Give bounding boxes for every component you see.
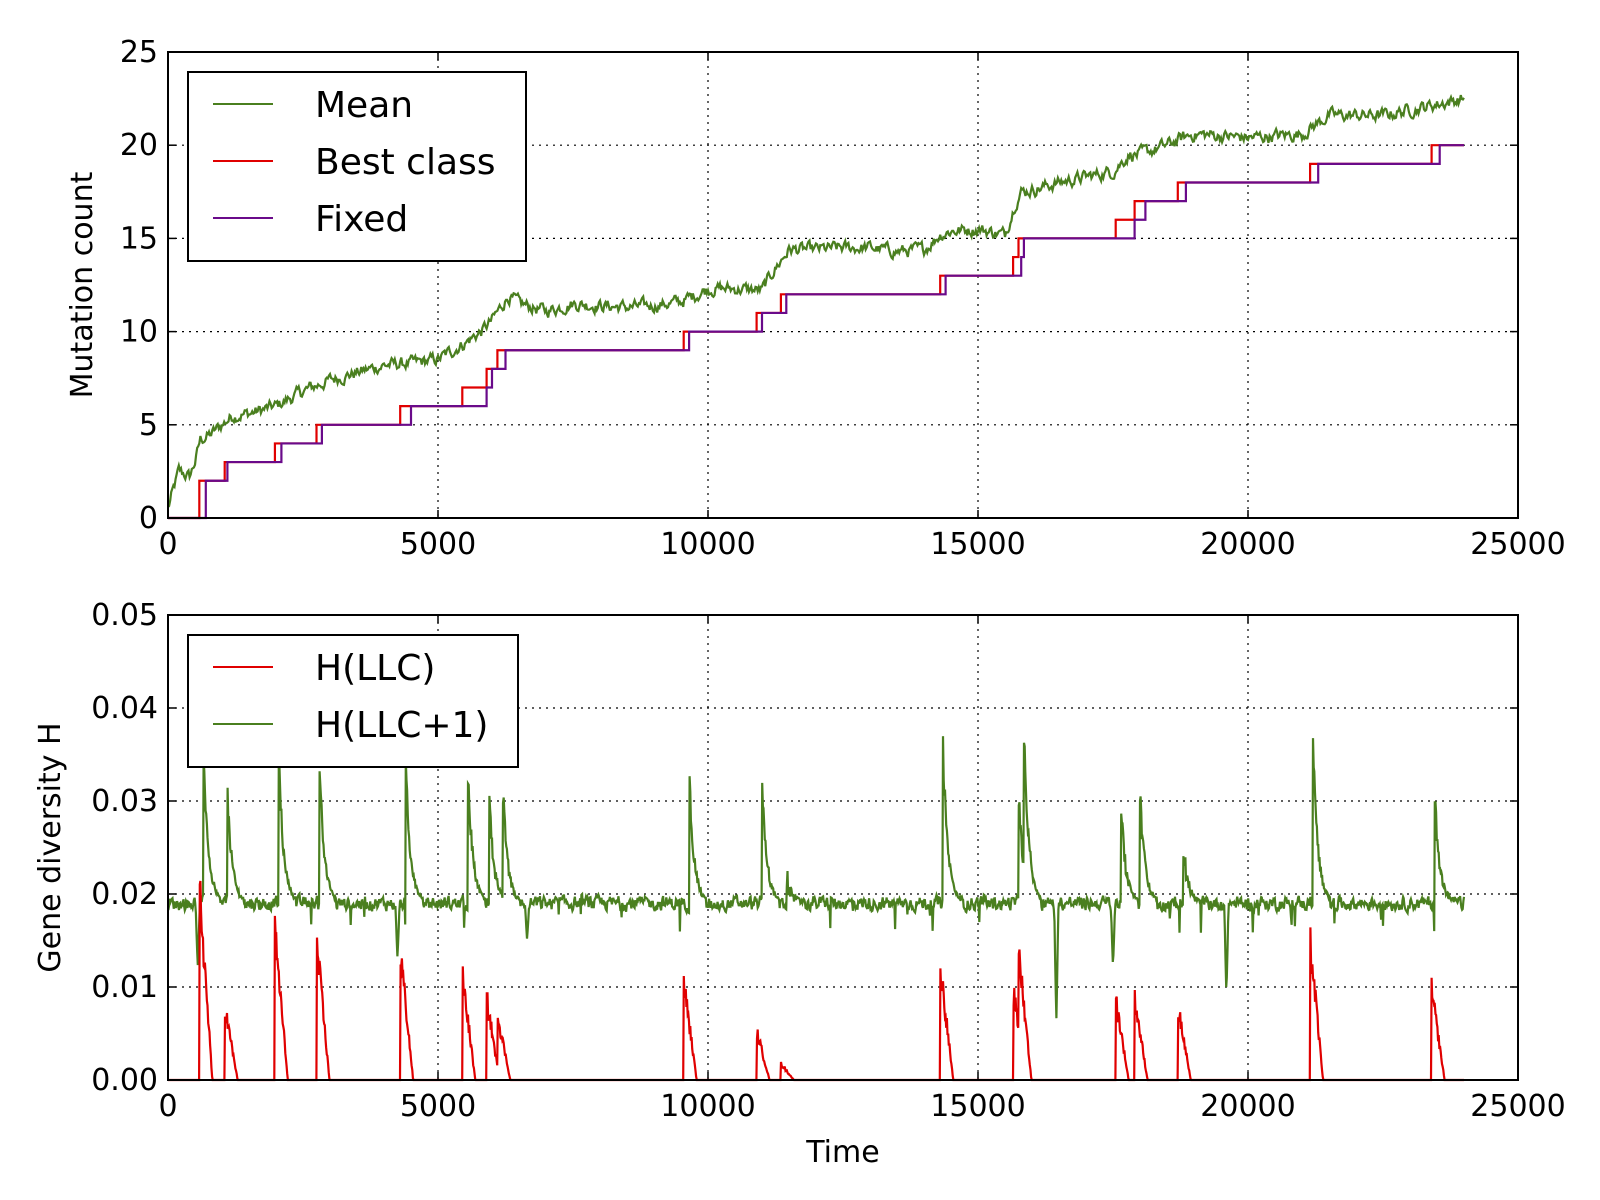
- legend-label: Fixed: [315, 199, 408, 240]
- y-axis-label: Mutation count: [65, 171, 100, 398]
- x-tick-label: 10000: [660, 527, 755, 562]
- x-tick-label: 5000: [400, 527, 476, 562]
- legend-box: [187, 634, 519, 768]
- series-h-llc: [168, 880, 1464, 1082]
- y-tick-label: 25: [120, 35, 158, 70]
- y-tick-label: 0: [139, 501, 158, 536]
- x-axis-label: Time: [805, 1135, 879, 1170]
- x-tick-label: 0: [158, 1089, 177, 1124]
- x-tick-label: 0: [158, 527, 177, 562]
- series-h-llc-plus-1: [167, 736, 1466, 1019]
- y-tick-label: 0.01: [91, 970, 158, 1005]
- legend-label: H(LLC): [315, 648, 435, 689]
- y-tick-label: 0.05: [91, 598, 158, 633]
- x-tick-label: 20000: [1200, 527, 1295, 562]
- x-tick-label: 15000: [930, 527, 1025, 562]
- y-tick-label: 0.03: [91, 784, 158, 819]
- legend: Mean Best class Fixed: [187, 71, 527, 262]
- y-axis-label: Gene diversity H: [33, 722, 68, 972]
- x-tick-label: 20000: [1200, 1089, 1295, 1124]
- x-tick-label: 5000: [400, 1089, 476, 1124]
- series-fixed: [168, 144, 1464, 520]
- y-tick-label: 0.04: [91, 691, 158, 726]
- series-mean: [167, 93, 1465, 508]
- y-tick-label: 20: [120, 128, 158, 163]
- series-lines: [167, 93, 1465, 520]
- legend-label: Best class: [315, 142, 496, 183]
- y-tick-label: 0.00: [91, 1063, 158, 1098]
- y-tick-label: 15: [120, 221, 158, 256]
- gene-diversity-panel: 0 5000 10000 15000 20000 25000 0.00 0.01 0.02 0.0…: [33, 598, 1566, 1170]
- x-tick-label: 15000: [930, 1089, 1025, 1124]
- y-tick-label: 10: [120, 315, 158, 350]
- legend: H(LLC) H(LLC+1): [187, 634, 519, 768]
- legend-label: H(LLC+1): [315, 705, 488, 746]
- x-tick-label: 10000: [660, 1089, 755, 1124]
- y-tick-label: 0.02: [91, 877, 158, 912]
- plot-frame: [167, 51, 1519, 519]
- plot-frame: [167, 614, 1519, 1081]
- x-tick-label: 25000: [1470, 1089, 1565, 1124]
- mutation-count-panel: 0 5000 10000 15000 20000 25000 0 5 10 15 20 25 Mutat…: [65, 35, 1566, 562]
- series-lines: [167, 736, 1466, 1082]
- legend-label: Mean: [315, 85, 413, 126]
- y-tick-label: 5: [139, 408, 158, 443]
- x-tick-label: 25000: [1470, 527, 1565, 562]
